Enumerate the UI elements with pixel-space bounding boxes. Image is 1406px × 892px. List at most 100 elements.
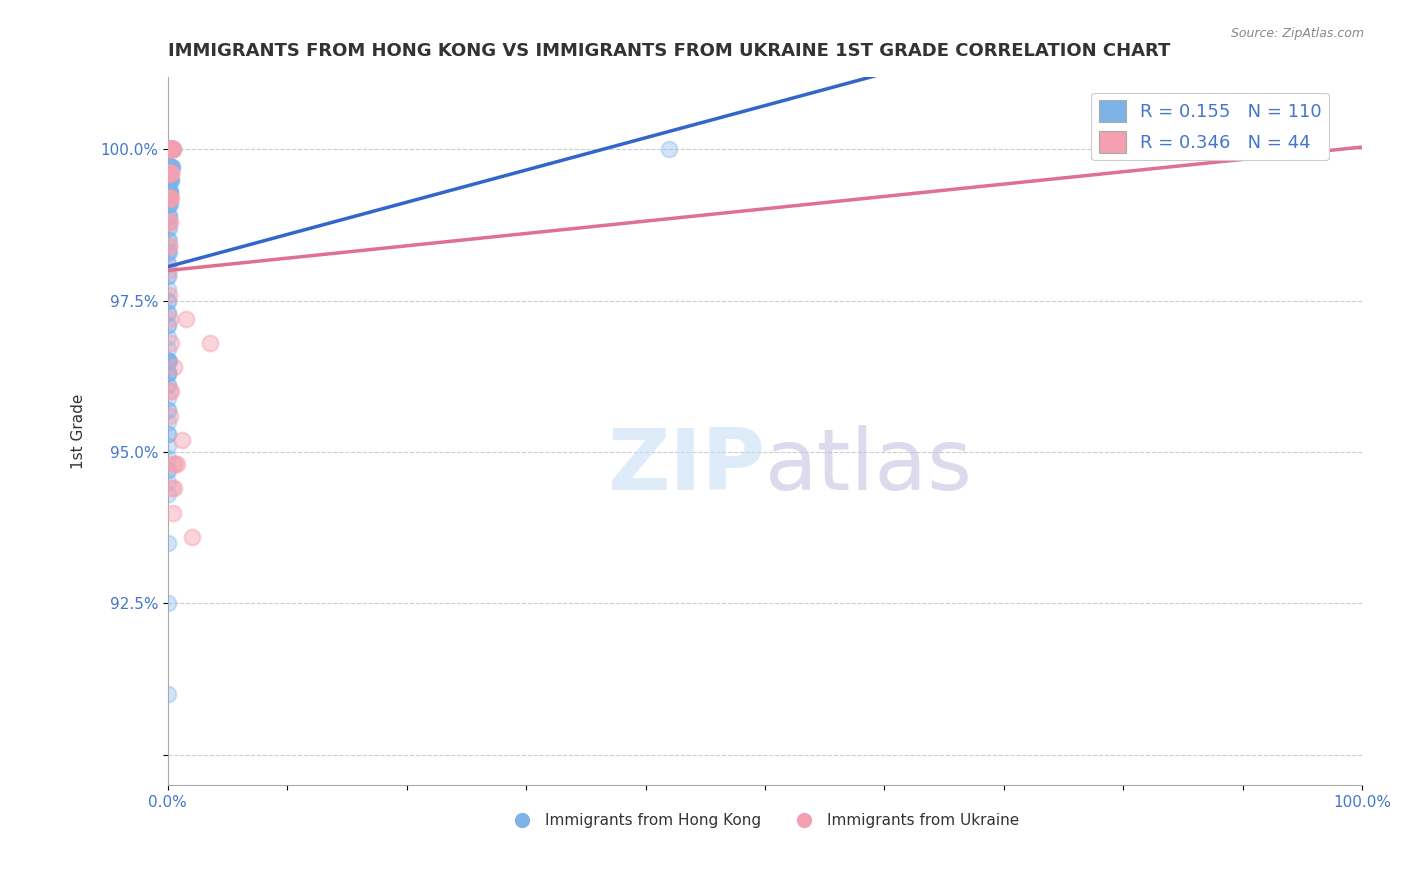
Point (159, 142, 181, 156)
Point (157, 209, 180, 223)
Point (157, 354, 180, 368)
Point (157, 269, 180, 284)
Point (160, 142, 183, 156)
Point (159, 142, 181, 156)
Point (162, 506, 184, 520)
Point (157, 378, 180, 392)
Point (156, 596, 179, 610)
Point (159, 161, 181, 175)
Point (658, 142, 681, 156)
Point (157, 191, 180, 205)
Point (159, 166, 181, 180)
Point (159, 384, 181, 399)
Point (156, 475, 179, 490)
Point (157, 221, 180, 235)
Point (157, 415, 180, 429)
Point (160, 142, 183, 156)
Point (157, 287, 180, 301)
Point (157, 354, 180, 368)
Point (159, 311, 181, 326)
Point (160, 142, 183, 156)
Point (159, 196, 181, 211)
Point (157, 142, 180, 156)
Point (157, 185, 180, 199)
Point (157, 239, 180, 253)
Point (166, 457, 188, 471)
Point (157, 161, 180, 175)
Point (157, 233, 180, 247)
Point (157, 161, 180, 175)
Point (157, 239, 180, 253)
Point (1171, 142, 1194, 156)
Point (157, 166, 180, 180)
Point (157, 245, 180, 260)
Point (157, 209, 180, 223)
Point (162, 142, 184, 156)
Point (157, 245, 180, 260)
Point (157, 293, 180, 308)
Point (159, 191, 181, 205)
Point (157, 281, 180, 295)
Point (160, 166, 183, 180)
Point (159, 185, 181, 199)
Point (157, 354, 180, 368)
Point (159, 161, 181, 175)
Y-axis label: 1st Grade: 1st Grade (72, 393, 86, 468)
Point (157, 142, 180, 156)
Point (157, 166, 180, 180)
Point (157, 196, 180, 211)
Point (160, 142, 183, 156)
Text: Source: ZipAtlas.com: Source: ZipAtlas.com (1230, 27, 1364, 40)
Point (163, 457, 186, 471)
Point (157, 142, 180, 156)
Point (157, 209, 180, 223)
Point (157, 378, 180, 392)
Point (159, 142, 181, 156)
Point (160, 161, 183, 175)
Point (159, 172, 181, 186)
Point (157, 257, 180, 271)
Point (159, 166, 181, 180)
Point (160, 482, 183, 496)
Point (159, 161, 181, 175)
Point (157, 221, 180, 235)
Point (157, 142, 180, 156)
Point (180, 530, 202, 544)
Point (159, 191, 181, 205)
Point (159, 161, 181, 175)
Point (157, 367, 180, 381)
Point (157, 391, 180, 405)
Text: ZIP: ZIP (607, 425, 765, 508)
Point (162, 142, 184, 156)
Point (160, 142, 183, 156)
Point (157, 172, 180, 186)
Point (157, 196, 180, 211)
Point (157, 185, 180, 199)
Point (159, 172, 181, 186)
Point (157, 215, 180, 229)
Point (157, 161, 180, 175)
Point (160, 166, 183, 180)
Point (157, 463, 180, 477)
Point (160, 384, 183, 399)
Point (157, 172, 180, 186)
Point (157, 196, 180, 211)
Point (162, 457, 184, 471)
Point (156, 463, 179, 477)
Point (159, 142, 181, 156)
Point (159, 172, 181, 186)
Point (160, 161, 183, 175)
Point (157, 354, 180, 368)
Text: IMMIGRANTS FROM HONG KONG VS IMMIGRANTS FROM UKRAINE 1ST GRADE CORRELATION CHART: IMMIGRANTS FROM HONG KONG VS IMMIGRANTS … (167, 42, 1170, 60)
Point (198, 336, 221, 351)
Point (157, 172, 180, 186)
Point (157, 354, 180, 368)
Point (157, 318, 180, 332)
Point (157, 402, 180, 417)
Point (157, 233, 180, 247)
Point (160, 142, 183, 156)
Point (160, 142, 183, 156)
Point (159, 142, 181, 156)
Point (157, 367, 180, 381)
Legend: Immigrants from Hong Kong, Immigrants from Ukraine: Immigrants from Hong Kong, Immigrants fr… (505, 807, 1025, 834)
